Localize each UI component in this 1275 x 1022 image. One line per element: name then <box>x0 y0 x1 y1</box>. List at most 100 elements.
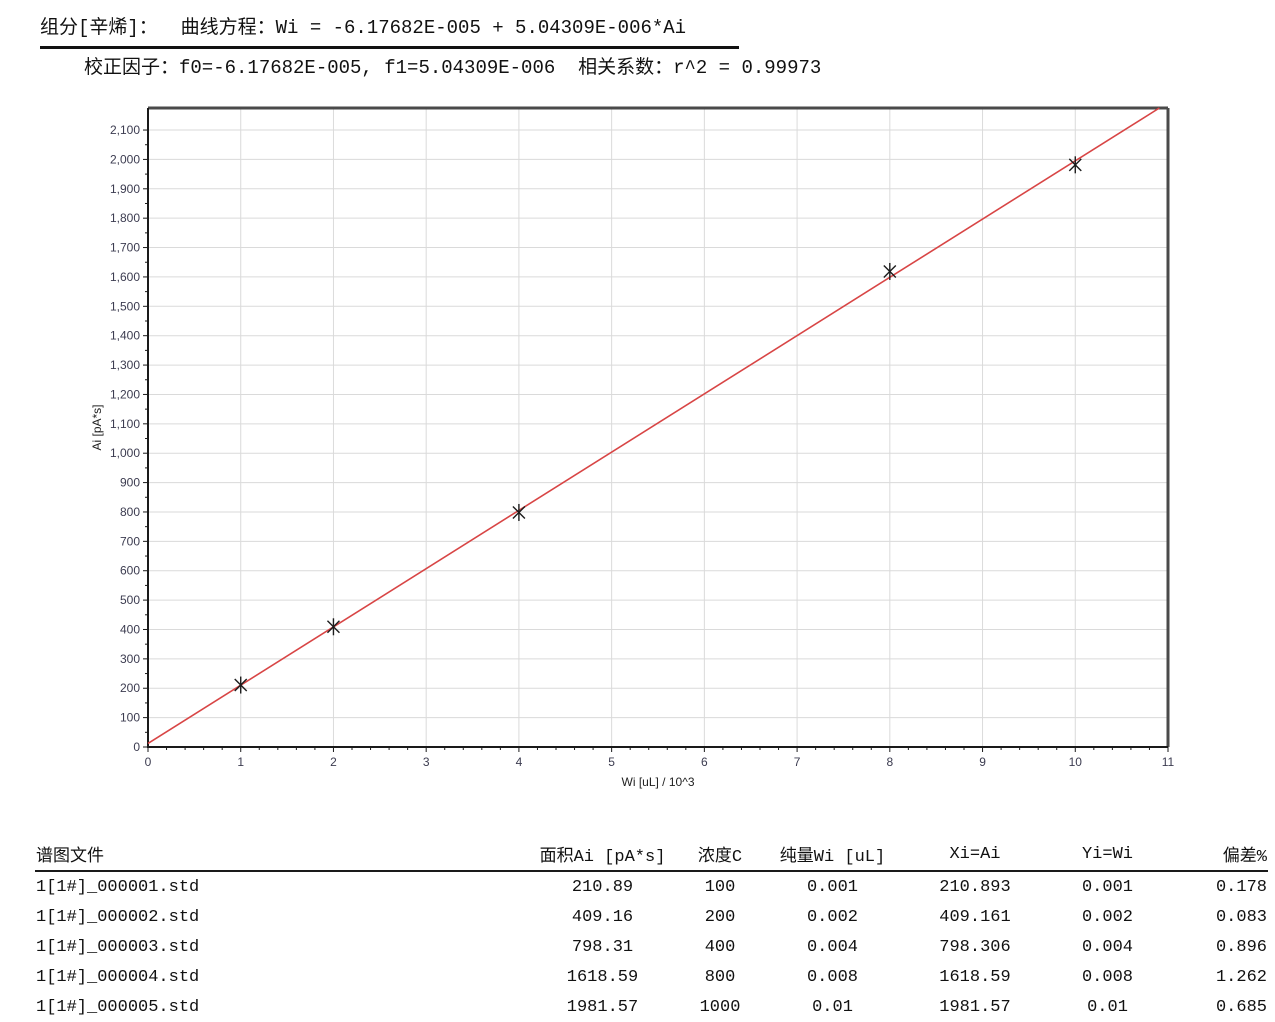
x-tick-label: 1 <box>237 755 244 769</box>
x-tick-label: 9 <box>979 755 986 769</box>
x-tick-label: 0 <box>145 755 152 769</box>
spectrum-file-cell: 1[1#]_000004.std <box>36 967 200 987</box>
value-cell: 1618.59 <box>566 967 639 987</box>
column-header: 面积Ai [pA*s] <box>525 838 680 872</box>
value-cell: 0.001 <box>806 877 858 897</box>
value-cell: 0.896 <box>1215 937 1267 957</box>
y-tick-label: 700 <box>120 534 140 548</box>
y-tick-label: 2,100 <box>110 123 140 137</box>
value-cell: 0.002 <box>806 907 858 927</box>
table-row: 1[1#]_000004.std 1618.59 800 0.008 1618.59 0.… <box>35 962 1268 992</box>
value-cell: 1000 <box>699 997 741 1017</box>
x-tick-label: 2 <box>330 755 337 769</box>
value-cell: 400 <box>704 937 736 957</box>
y-tick-label: 300 <box>120 652 140 666</box>
x-tick-label: 11 <box>1162 755 1175 769</box>
y-tick-label: 1,300 <box>110 358 140 372</box>
y-tick-label: 1,700 <box>110 241 140 255</box>
marker-stroke <box>234 678 248 692</box>
value-cell: 798.306 <box>939 937 1011 957</box>
spectrum-file-cell: 1[1#]_000005.std <box>36 997 200 1017</box>
value-cell: 0.002 <box>1081 907 1133 927</box>
column-header: Xi=Ai <box>905 838 1045 872</box>
data-point-marker <box>326 618 340 636</box>
y-tick-label: 400 <box>120 622 140 636</box>
y-tick-label: 200 <box>120 681 140 695</box>
x-tick-label: 8 <box>886 755 893 769</box>
y-tick-label: 100 <box>120 711 140 725</box>
y-tick-label: 1,000 <box>110 446 140 460</box>
x-tick-label: 7 <box>794 755 801 769</box>
x-tick-label: 5 <box>608 755 615 769</box>
title-underline <box>40 46 739 49</box>
y-tick-label: 1,900 <box>110 182 140 196</box>
value-cell: 1981.57 <box>566 997 639 1017</box>
y-tick-label: 900 <box>120 476 140 490</box>
marker-stroke <box>512 505 526 519</box>
value-cell: 0.178 <box>1215 877 1267 897</box>
y-tick-label: 1,400 <box>110 329 140 343</box>
x-tick-label: 4 <box>516 755 523 769</box>
y-tick-label: 2,000 <box>110 152 140 166</box>
data-point-marker <box>883 262 897 280</box>
value-cell: 0.004 <box>806 937 858 957</box>
marker-stroke <box>326 620 340 634</box>
value-cell: 0.001 <box>1081 877 1133 897</box>
column-header: 浓度C <box>680 838 760 872</box>
y-axis-title: Ai [pA*s] <box>90 404 104 450</box>
value-cell: 1981.57 <box>939 997 1011 1017</box>
value-cell: 409.16 <box>571 907 634 927</box>
value-cell: 0.008 <box>806 967 858 987</box>
y-tick-label: 1,200 <box>110 387 140 401</box>
spectrum-file-cell: 1[1#]_000002.std <box>36 907 200 927</box>
y-tick-label: 1,500 <box>110 299 140 313</box>
value-cell: 409.161 <box>939 907 1011 927</box>
marker-stroke <box>883 264 897 278</box>
y-tick-label: 1,800 <box>110 211 140 225</box>
value-cell: 210.893 <box>939 877 1011 897</box>
value-cell: 1618.59 <box>939 967 1011 987</box>
calibration-curve-chart: 0 1 2 3 4 5 6 7 8 9 10 11 0 100 200 300 400 500 600 700 800 9… <box>90 106 1175 789</box>
y-tick-label: 800 <box>120 505 140 519</box>
x-tick-label: 10 <box>1069 755 1083 769</box>
y-tick-label: 0 <box>133 740 140 754</box>
spectrum-file-cell: 1[1#]_000001.std <box>36 877 200 897</box>
value-cell: 0.01 <box>1087 997 1128 1017</box>
fit-line <box>147 107 1160 745</box>
column-header: 纯量Wi [uL] <box>760 838 905 872</box>
calibration-data-table: 谱图文件 面积Ai [pA*s] 浓度C 纯量Wi [uL] Xi=Ai Yi=Wi 偏差%… <box>35 838 1268 1022</box>
column-header: 谱图文件 <box>35 838 525 872</box>
y-tick-label: 1,100 <box>110 417 140 431</box>
value-cell: 0.01 <box>812 997 853 1017</box>
column-header: 偏差% <box>1170 838 1268 872</box>
value-cell: 0.083 <box>1215 907 1267 927</box>
table-row: 1[1#]_000005.std 1981.57 1000 0.01 1981.57 0.… <box>35 992 1268 1022</box>
x-axis-title: Wi [uL] / 10^3 <box>622 775 695 789</box>
y-tick-label: 600 <box>120 564 140 578</box>
value-cell: 798.31 <box>571 937 634 957</box>
data-point-marker <box>1068 156 1082 174</box>
marker-stroke <box>1068 158 1082 172</box>
column-header: Yi=Wi <box>1045 838 1170 872</box>
correction-factor-line: 校正因子：f0=-6.17682E-005, f1=5.04309E-006 相… <box>84 57 822 79</box>
value-cell: 800 <box>704 967 736 987</box>
x-tick-label: 3 <box>423 755 430 769</box>
data-point-marker <box>234 676 248 694</box>
x-tick-label: 6 <box>701 755 708 769</box>
table-header: 谱图文件 面积Ai [pA*s] 浓度C 纯量Wi [uL] Xi=Ai Yi=Wi 偏差% <box>35 838 1268 872</box>
value-cell: 200 <box>704 907 736 927</box>
value-cell: 0.008 <box>1081 967 1133 987</box>
table-row: 1[1#]_000003.std 798.31 400 0.004 798.306 0.0… <box>35 932 1268 962</box>
y-tick-label: 500 <box>120 593 140 607</box>
value-cell: 210.89 <box>571 877 634 897</box>
value-cell: 100 <box>704 877 736 897</box>
value-cell: 0.004 <box>1081 937 1133 957</box>
value-cell: 1.262 <box>1215 967 1267 987</box>
data-point-marker <box>512 503 526 521</box>
y-tick-label: 1,600 <box>110 270 140 284</box>
value-cell: 0.685 <box>1215 997 1267 1017</box>
spectrum-file-cell: 1[1#]_000003.std <box>36 937 200 957</box>
table-row: 1[1#]_000002.std 409.16 200 0.002 409.161 0.0… <box>35 902 1268 932</box>
table-row: 1[1#]_000001.std 210.89 100 0.001 210.893 0.0… <box>35 871 1268 902</box>
component-equation-title: 组分[辛烯]： 曲线方程：Wi = -6.17682E-005 + 5.0430… <box>40 17 687 39</box>
